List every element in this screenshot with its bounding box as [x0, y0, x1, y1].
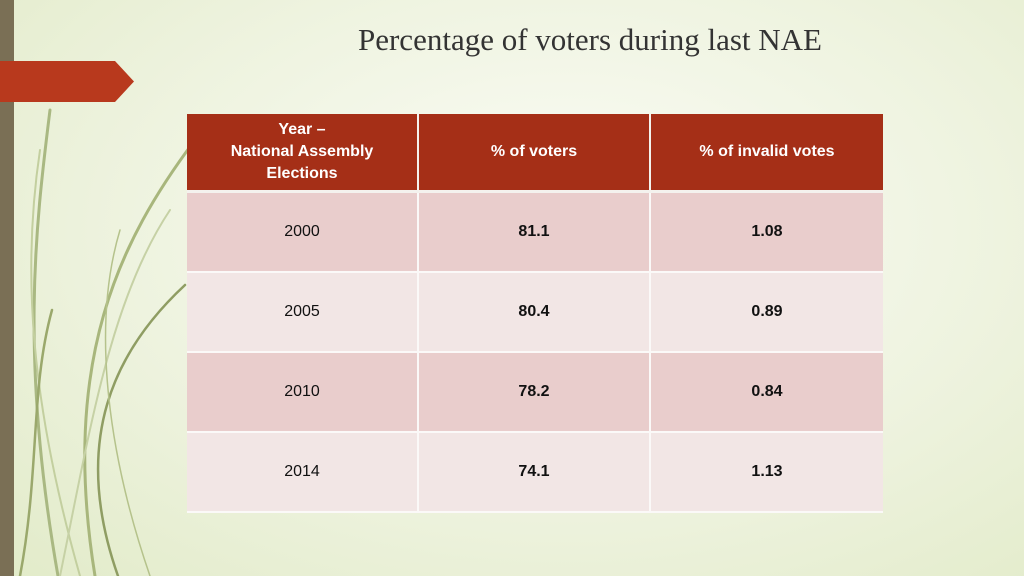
cell-invalid: 0.89: [650, 272, 883, 353]
cell-voters: 78.2: [418, 352, 651, 433]
decorative-vines: [18, 108, 197, 576]
header-year-line3: Elections: [266, 165, 338, 182]
cell-voters: 81.1: [418, 191, 651, 273]
header-year: Year – National Assembly Elections: [187, 114, 419, 193]
header-invalid-votes: % of invalid votes: [650, 114, 883, 193]
cell-year: 2010: [187, 352, 419, 433]
arrow-tab-decoration: [0, 61, 134, 102]
table-row: 2005 80.4 0.89: [187, 272, 883, 353]
table-row: 2014 74.1 1.13: [187, 432, 883, 513]
cell-invalid: 1.13: [650, 432, 883, 513]
voter-table: Year – National Assembly Elections % of …: [187, 114, 883, 513]
cell-year: 2000: [187, 191, 419, 273]
table-row: 2000 81.1 1.08: [187, 191, 883, 273]
header-voters: % of voters: [418, 114, 651, 193]
cell-invalid: 0.84: [650, 352, 883, 433]
cell-year: 2005: [187, 272, 419, 353]
cell-year: 2014: [187, 432, 419, 513]
cell-voters: 80.4: [418, 272, 651, 353]
header-year-line1: Year –: [278, 121, 326, 138]
voter-table-container: Year – National Assembly Elections % of …: [187, 114, 883, 513]
left-accent-bar: [0, 0, 14, 576]
cell-invalid: 1.08: [650, 191, 883, 273]
table-row: 2010 78.2 0.84: [187, 352, 883, 433]
header-year-line2: National Assembly: [230, 143, 374, 160]
slide-title: Percentage of voters during last NAE: [357, 22, 822, 57]
cell-voters: 74.1: [418, 432, 651, 513]
table-header-row: Year – National Assembly Elections % of …: [187, 114, 883, 193]
